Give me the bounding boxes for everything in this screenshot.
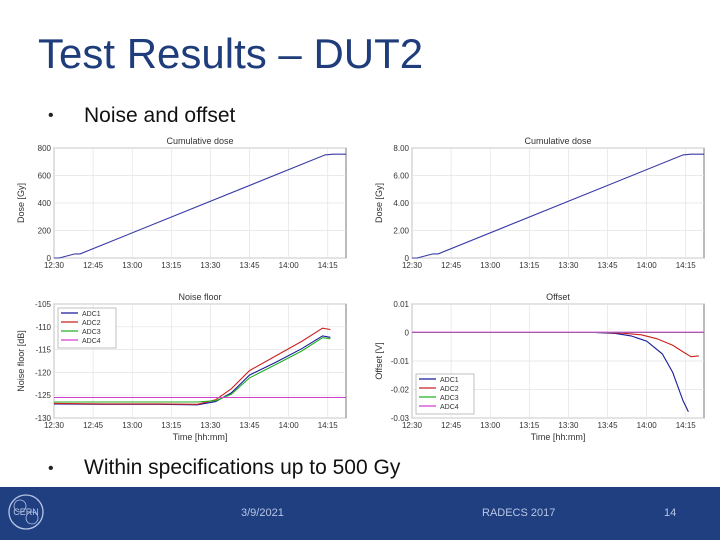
chart-title: Offset xyxy=(546,292,570,302)
chart-title: Cumulative dose xyxy=(524,136,591,146)
x-tick-label: 13:00 xyxy=(480,421,501,430)
y-tick-label: -130 xyxy=(35,414,52,423)
chart-cumulative-dose-left: 12:30 12:45 13:00 13:15 13:30 13:45 14:00 14:15… xyxy=(16,136,347,270)
y-tick-label: -125 xyxy=(35,391,52,400)
y-tick-label: 600 xyxy=(38,172,52,181)
x-axis-label: Time [hh:mm] xyxy=(531,432,586,442)
x-tick-label: 12:30 xyxy=(402,421,423,430)
chart-title: Cumulative dose xyxy=(166,136,233,146)
y-tick-label: -120 xyxy=(35,368,52,377)
y-tick-label: 4.00 xyxy=(393,199,409,208)
x-tick-label: 13:45 xyxy=(598,261,619,270)
y-tick-label: 0 xyxy=(405,254,410,263)
chart-title: Noise floor xyxy=(178,292,221,302)
y-tick-label: 6.00 xyxy=(393,172,409,181)
legend-box xyxy=(415,373,475,415)
x-tick-label: 13:30 xyxy=(200,421,221,430)
legend-box xyxy=(57,307,117,349)
x-tick-label: 13:30 xyxy=(200,261,221,270)
y-tick-label: 200 xyxy=(38,227,52,236)
x-tick-label: 14:15 xyxy=(318,261,339,270)
legend-label-adc1: ADC1 xyxy=(440,377,459,384)
x-tick-label: 12:45 xyxy=(441,261,462,270)
y-tick-label: -110 xyxy=(36,323,52,332)
x-tick-label: 13:15 xyxy=(519,261,540,270)
y-tick-label: 0 xyxy=(405,329,410,338)
slide-title: Test Results – DUT2 xyxy=(38,30,424,77)
footer-conference: RADECS 2017 xyxy=(482,507,556,519)
y-tick-label: -105 xyxy=(35,300,52,309)
chart-cumulative-dose-right: 12:30 12:45 13:00 13:15 13:30 13:45 14:00 14:15… xyxy=(374,136,705,270)
x-tick-label: 14:15 xyxy=(676,421,697,430)
legend-label-adc2: ADC2 xyxy=(82,320,101,327)
y-tick-label: 8.00 xyxy=(393,144,409,153)
y-tick-label: 2.00 xyxy=(393,227,409,236)
y-tick-label: -0.01 xyxy=(391,357,410,366)
x-tick-label: 14:00 xyxy=(279,421,300,430)
series-line-adc2 xyxy=(53,327,331,405)
y-tick-label: -0.03 xyxy=(391,414,410,423)
x-tick-label: 13:15 xyxy=(161,261,182,270)
bullet-within-spec: Within specifications up to 500 Gy xyxy=(84,456,401,479)
x-tick-label: 12:45 xyxy=(83,421,104,430)
series-line-dose xyxy=(412,153,704,259)
chart-noise-floor: 12:30 12:45 13:00 13:15 13:30 13:45 14:00 14:15… xyxy=(16,292,347,442)
legend-label-adc3: ADC3 xyxy=(440,395,459,402)
legend-label-adc1: ADC1 xyxy=(82,311,101,318)
x-tick-label: 12:30 xyxy=(44,261,65,270)
legend-label-adc4: ADC4 xyxy=(440,404,459,411)
y-tick-label: 400 xyxy=(38,199,52,208)
x-tick-label: 13:45 xyxy=(598,421,619,430)
x-tick-label: 12:30 xyxy=(44,421,65,430)
y-axis-label: Dose [Gy] xyxy=(374,183,384,223)
y-axis-label: Dose [Gy] xyxy=(16,183,26,223)
bullet-dot-1: • xyxy=(48,107,54,124)
footer-page-number: 14 xyxy=(664,507,677,519)
x-tick-label: 13:30 xyxy=(558,421,579,430)
x-tick-label: 14:00 xyxy=(637,261,658,270)
x-tick-label: 14:15 xyxy=(676,261,697,270)
legend-label-adc2: ADC2 xyxy=(440,386,459,393)
bullet-dot-2: • xyxy=(48,460,54,477)
x-tick-label: 12:30 xyxy=(402,261,423,270)
x-tick-label: 13:45 xyxy=(240,261,261,270)
y-tick-label: 0 xyxy=(47,254,52,263)
bullet-noise-offset: Noise and offset xyxy=(84,104,236,127)
x-tick-label: 14:00 xyxy=(279,261,300,270)
y-tick-label: 0.01 xyxy=(393,300,409,309)
y-tick-label: -115 xyxy=(36,346,52,355)
x-tick-label: 13:00 xyxy=(122,421,143,430)
y-axis-label: Offset [V] xyxy=(374,342,384,379)
legend-label-adc3: ADC3 xyxy=(82,329,101,336)
cern-logo-icon: CERN xyxy=(8,494,44,530)
x-tick-label: 13:45 xyxy=(240,421,261,430)
x-tick-label: 14:15 xyxy=(318,421,339,430)
x-tick-label: 13:00 xyxy=(122,261,143,270)
footer-bar: CERN 3/9/2021 RADECS 2017 14 xyxy=(0,487,720,540)
x-axis-label: Time [hh:mm] xyxy=(173,432,228,442)
x-tick-label: 12:45 xyxy=(441,421,462,430)
legend-label-adc4: ADC4 xyxy=(82,338,101,345)
y-tick-label: 800 xyxy=(38,144,52,153)
series-line-adc3 xyxy=(54,337,331,403)
footer-date: 3/9/2021 xyxy=(241,507,284,519)
series-line-dose xyxy=(54,153,346,259)
y-tick-label: -0.02 xyxy=(391,386,410,395)
y-axis-label: Noise floor [dB] xyxy=(16,330,26,392)
chart-offset: 12:30 12:45 13:00 13:15 13:30 13:45 14:00 14:15… xyxy=(374,292,705,442)
x-tick-label: 14:00 xyxy=(637,421,658,430)
x-tick-label: 13:00 xyxy=(480,261,501,270)
x-tick-label: 13:15 xyxy=(519,421,540,430)
cern-logo-text: CERN xyxy=(13,507,39,517)
x-tick-label: 12:45 xyxy=(83,261,104,270)
x-tick-label: 13:15 xyxy=(161,421,182,430)
x-tick-label: 13:30 xyxy=(558,261,579,270)
